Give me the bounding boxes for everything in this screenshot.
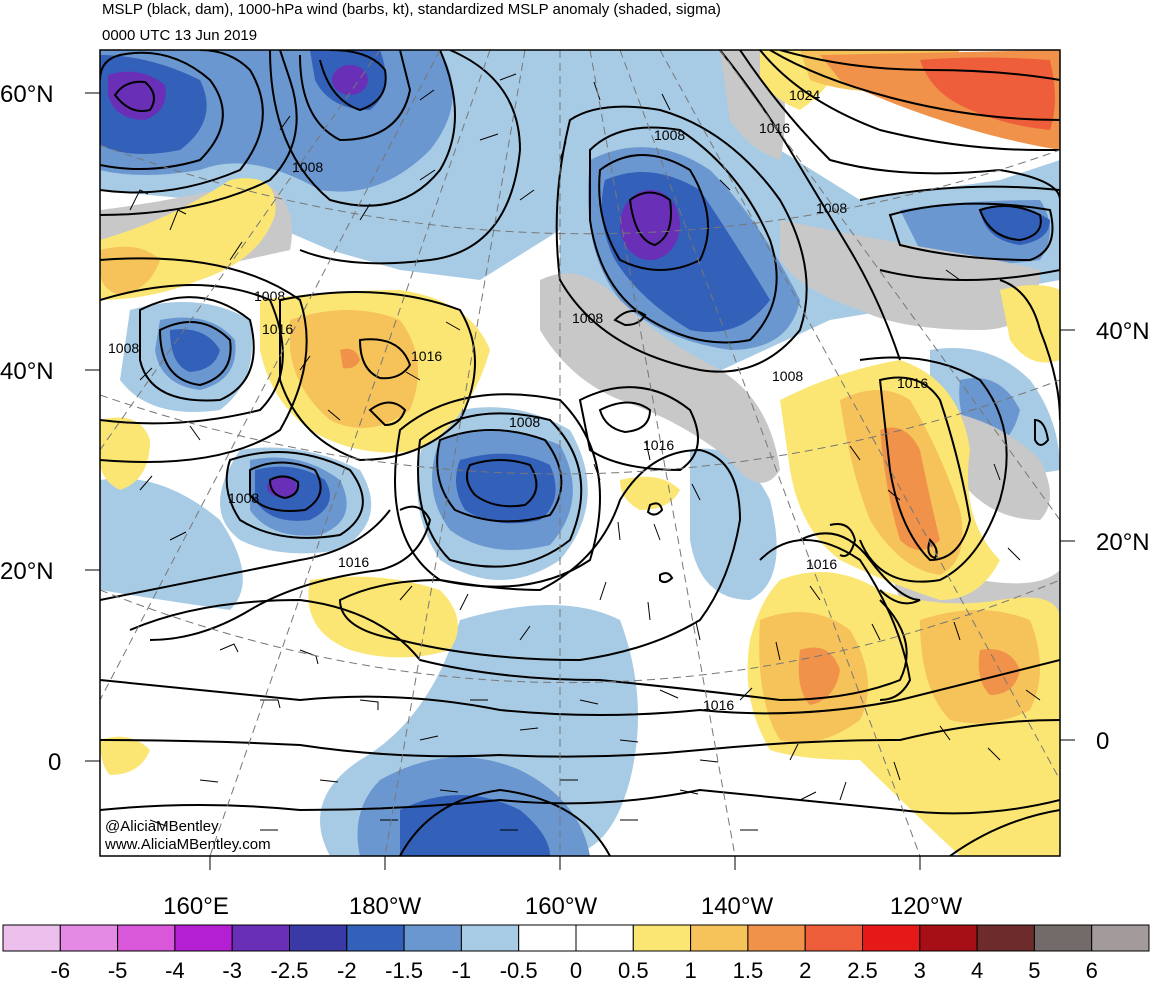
contour-label: 1008 — [509, 414, 540, 430]
lat-label-left: 0 — [48, 749, 61, 776]
colorbar-label: 1 — [684, 958, 696, 981]
lat-label-right: 20°N — [1096, 529, 1150, 556]
lat-label-right: 40°N — [1096, 318, 1150, 345]
graticule — [100, 50, 1060, 856]
colorbar-label: -5 — [108, 958, 128, 981]
colorbar-label: -2.5 — [271, 958, 309, 981]
lon-label: 180°W — [349, 893, 422, 920]
colorbar-swatch — [804, 924, 864, 952]
colorbar-label: 6 — [1086, 958, 1098, 981]
contour-label: 1016 — [338, 554, 369, 570]
colorbar-label: 3 — [914, 958, 926, 981]
valid-time: 0000 UTC 13 Jun 2019 — [102, 27, 258, 44]
colorbar-label: -1.5 — [385, 958, 423, 981]
colorbar-label: 0.5 — [618, 958, 649, 981]
lon-label: 120°W — [890, 893, 963, 920]
lat-label-right: 0 — [1096, 728, 1109, 755]
colorbar-swatch — [575, 924, 634, 952]
contour-label: 1016 — [897, 375, 928, 391]
contour-labels: 1008 1008 1008 1016 1016 1008 1008 1008 … — [108, 87, 928, 713]
lon-label: 160°E — [163, 893, 229, 920]
colorbar-swatch — [231, 924, 290, 952]
colorbar-swatch — [862, 924, 921, 952]
contour-label: 1008 — [228, 490, 259, 506]
contour-label: 1008 — [572, 310, 603, 326]
lat-label-left: 40°N — [0, 358, 54, 385]
map-panel: 1008 1008 1008 1016 1016 1008 1008 1008 … — [100, 50, 1060, 856]
colorbar-labels: -6 -5 -4 -3 -2.5 -2 -1.5 -1 -0.5 0 0.5 1 1.5 2 2.5 3 4 5 6 — [51, 958, 1098, 983]
colorbar-swatch — [632, 924, 692, 952]
contour-label: 1008 — [654, 127, 685, 143]
lon-label: 140°W — [701, 893, 774, 920]
colorbar-swatch — [403, 924, 462, 952]
latitude-labels: 60°N 40°N 20°N 0 40°N 20°N 0 — [0, 81, 1150, 776]
contour-label: 1008 — [292, 159, 323, 175]
colorbar-swatch — [690, 924, 749, 952]
contour-label: 1016 — [643, 437, 674, 453]
colorbar-swatch — [346, 924, 405, 952]
colorbar-label: 2.5 — [847, 958, 878, 981]
colorbar-swatch — [976, 924, 1035, 952]
colorbar-swatch — [174, 924, 233, 952]
colorbar-swatch — [919, 924, 978, 952]
contour-label: 1024 — [789, 87, 820, 103]
colorbar-label: 2 — [799, 958, 811, 981]
contour-label: 1016 — [262, 321, 293, 337]
colorbar-label: -4 — [165, 958, 185, 981]
contour-label: 1008 — [772, 368, 803, 384]
contour-label: 1016 — [759, 120, 790, 136]
colorbar-swatch — [117, 924, 176, 952]
colorbar-swatch — [1033, 924, 1093, 952]
colorbar-label: -2 — [337, 958, 357, 981]
colorbar — [2, 924, 1150, 952]
colorbar-label: 0 — [570, 958, 582, 981]
map-title: MSLP (black, dam), 1000-hPa wind (barbs,… — [102, 1, 721, 18]
contour-label: 1008 — [254, 288, 285, 304]
colorbar-swatch — [289, 924, 348, 952]
colorbar-label: -0.5 — [500, 958, 538, 981]
colorbar-swatch — [1091, 924, 1150, 952]
credit-handle: @AliciaMBentley — [105, 818, 219, 835]
colorbar-label: 4 — [971, 958, 983, 981]
axis-ticks — [85, 92, 1075, 870]
credit-website: www.AliciaMBentley.com — [104, 836, 271, 853]
contour-label: 1016 — [806, 556, 837, 572]
map-frame — [99, 49, 1061, 857]
contour-label: 1016 — [703, 697, 734, 713]
colorbar-label: -3 — [222, 958, 242, 981]
lat-label-left: 60°N — [0, 81, 54, 108]
lon-label: 160°W — [525, 893, 598, 920]
colorbar-label: -6 — [51, 958, 71, 981]
contour-label: 1016 — [411, 348, 442, 364]
colorbar-label: 5 — [1028, 958, 1040, 981]
colorbar-swatch — [59, 924, 119, 952]
colorbar-swatch — [2, 924, 61, 952]
colorbar-swatch — [460, 924, 520, 952]
wind-barbs — [129, 73, 1041, 831]
colorbar-label: -1 — [452, 958, 472, 981]
contour-label: 1008 — [108, 340, 139, 356]
colorbar-swatch — [518, 924, 577, 952]
colorbar-label: 1.5 — [733, 958, 764, 981]
lat-label-left: 20°N — [0, 558, 54, 585]
longitude-labels: 160°E 180°W 160°W 140°W 120°W — [163, 893, 962, 920]
colorbar-swatch — [747, 924, 806, 952]
contour-label: 1008 — [816, 200, 847, 216]
